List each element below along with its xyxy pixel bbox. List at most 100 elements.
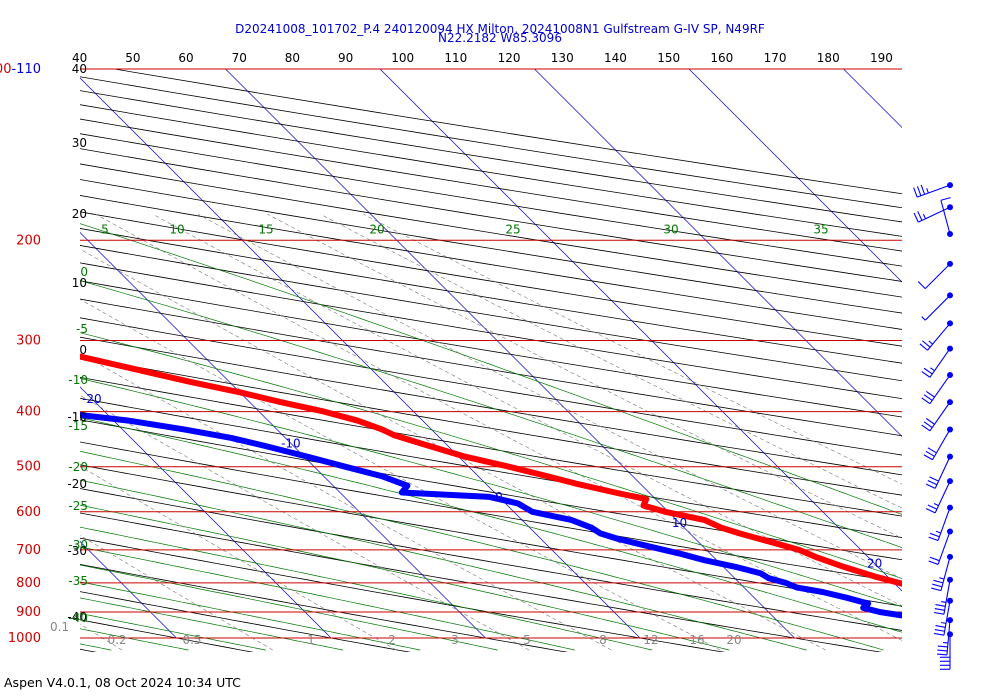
wind-barb-staff bbox=[943, 579, 951, 615]
moist-adiabat-line bbox=[80, 450, 884, 651]
top-tick-label: 50 bbox=[125, 51, 140, 65]
moist-left-label: -30 bbox=[68, 538, 88, 552]
wind-barb-half-flag bbox=[922, 213, 927, 219]
mixing-ratio-line bbox=[267, 214, 902, 539]
wind-barb-flag bbox=[934, 628, 945, 632]
wind-barb-flag bbox=[920, 184, 926, 195]
top-tick-label: 140 bbox=[604, 51, 627, 65]
height-label: 40 bbox=[72, 62, 87, 76]
wind-barb-half-flag bbox=[933, 502, 939, 507]
wind-barb-staff bbox=[924, 263, 951, 289]
dry-adiabat-line bbox=[80, 419, 902, 561]
dry-adiabat-line bbox=[80, 104, 902, 237]
moist-adiabat-line bbox=[80, 417, 902, 633]
wind-barb-flag bbox=[921, 397, 931, 405]
wind-barb-staff bbox=[943, 600, 951, 636]
wind-barb-flag bbox=[937, 645, 948, 648]
isotherm-label: -20 bbox=[82, 392, 102, 406]
wind-barb-flag bbox=[925, 508, 936, 514]
wind-barb-flag bbox=[933, 611, 945, 615]
height-label: -20 bbox=[67, 477, 87, 491]
temperature-curve bbox=[80, 353, 902, 587]
pressure-label: 700 bbox=[16, 543, 41, 558]
top-tick-label: 150 bbox=[657, 51, 680, 65]
wind-barb-staff bbox=[940, 200, 951, 235]
top-tick-label: 120 bbox=[498, 51, 521, 65]
mixing-ratio-label: 8 bbox=[599, 633, 607, 647]
height-label: 20 bbox=[72, 207, 87, 221]
wind-barb bbox=[928, 528, 953, 565]
wind-barb-staff bbox=[929, 374, 951, 405]
wind-barb-flag bbox=[923, 421, 933, 428]
wind-barb bbox=[917, 260, 953, 289]
isotherm-line bbox=[379, 69, 902, 592]
pressure-label: 300 bbox=[16, 333, 41, 348]
wind-barb-staff bbox=[916, 184, 951, 198]
top-tick-label: 110 bbox=[444, 51, 467, 65]
wind-barb-staff bbox=[937, 507, 951, 541]
wind-barb-flag bbox=[928, 560, 939, 565]
top-tick-label: 40 bbox=[72, 51, 87, 65]
wind-barb-flag bbox=[927, 447, 937, 454]
wind-barb bbox=[921, 292, 953, 321]
wind-barb-staff bbox=[927, 323, 951, 351]
wind-barb-half-flag bbox=[935, 530, 941, 534]
wind-barb-flag bbox=[937, 649, 948, 652]
dry-adiabat-line bbox=[80, 90, 902, 223]
dry-adiabat-line bbox=[80, 356, 902, 496]
isotherm-line bbox=[80, 232, 486, 639]
dry-adiabat-line bbox=[80, 488, 902, 631]
wind-barb-flag bbox=[935, 604, 946, 607]
moist-adiabat-line bbox=[80, 526, 653, 651]
wind-barb bbox=[921, 345, 953, 378]
mixing-ratio-label: 3 bbox=[451, 633, 459, 647]
wind-barb-flag bbox=[932, 583, 943, 588]
pressure-label-part: 100 bbox=[0, 62, 11, 77]
dry-adiabat-line bbox=[80, 228, 902, 364]
moist-adiabat-line bbox=[80, 564, 498, 651]
wind-barb bbox=[913, 182, 953, 198]
wind-barb-flag bbox=[923, 394, 933, 401]
wind-barb-flag bbox=[921, 371, 931, 378]
moist-left-label: -20 bbox=[68, 460, 88, 474]
mixing-ratio-label: 20 bbox=[726, 633, 741, 647]
wind-barb-staff bbox=[932, 429, 951, 461]
footer-text: Aspen V4.0.1, 08 Oct 2024 10:34 UTC bbox=[4, 675, 241, 690]
wind-barb-flag bbox=[917, 211, 923, 221]
mixing-ratio-label: 1 bbox=[307, 633, 315, 647]
mixing-ratio-label: 5 bbox=[523, 633, 531, 647]
wind-barb-half-flag bbox=[939, 577, 945, 580]
dry-adiabat-line bbox=[80, 211, 902, 347]
moist-left-label: -25 bbox=[68, 499, 88, 513]
wind-barb-staff bbox=[924, 295, 951, 321]
pressure-label: 400 bbox=[16, 405, 41, 420]
wind-barb-flag bbox=[923, 454, 933, 461]
wind-barb bbox=[925, 453, 953, 489]
wind-barb bbox=[931, 553, 953, 592]
mixing-ratio-label: 2 bbox=[388, 633, 396, 647]
moist-adiabat-line bbox=[80, 223, 902, 515]
wind-barb-flag bbox=[923, 367, 933, 375]
wind-barb-flag bbox=[913, 212, 919, 223]
top-tick-label: 70 bbox=[232, 51, 247, 65]
dry-adiabat-line bbox=[80, 317, 902, 456]
top-tick-label: 130 bbox=[551, 51, 574, 65]
top-tick-label: 160 bbox=[710, 51, 733, 65]
mixing-ratio-label: 12 bbox=[643, 633, 658, 647]
moist-adiabat-line bbox=[80, 378, 902, 608]
isotherm-line bbox=[80, 77, 641, 639]
height-label: 0 bbox=[79, 343, 87, 357]
wind-barb bbox=[940, 197, 953, 238]
isotherm-line bbox=[534, 69, 902, 437]
dry-adiabat-line bbox=[80, 397, 902, 538]
moist-left-label: -35 bbox=[68, 574, 88, 588]
dry-adiabat-line bbox=[80, 163, 902, 298]
dry-adiabat-line bbox=[80, 464, 902, 607]
moist-left-label: -5 bbox=[76, 322, 88, 336]
moist-adiabat-line bbox=[80, 479, 807, 651]
moist-adiabat-line bbox=[80, 581, 421, 651]
isotherm-label: -10 bbox=[281, 436, 301, 450]
wind-barb-staff bbox=[934, 456, 951, 489]
mixing-ratio-line bbox=[152, 214, 902, 607]
top-tick-label: 100 bbox=[391, 51, 414, 65]
